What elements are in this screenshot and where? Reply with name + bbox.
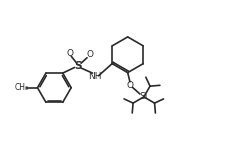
Text: O: O	[127, 81, 134, 90]
Text: Si: Si	[140, 92, 148, 101]
Text: O: O	[67, 49, 74, 58]
Text: S: S	[74, 61, 82, 71]
Text: CH₃: CH₃	[15, 83, 29, 92]
Text: NH: NH	[88, 72, 102, 81]
Text: O: O	[86, 50, 94, 59]
